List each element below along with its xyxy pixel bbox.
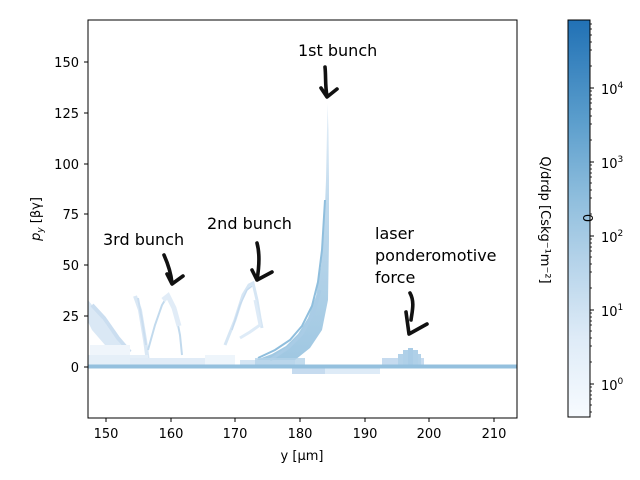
colorbar-tick-label: 100: [601, 377, 624, 394]
colorbar-tick-label: 102: [601, 229, 623, 246]
annotation-laser-line-1: laser: [375, 224, 414, 243]
arrow-2nd-bunch-icon: [250, 241, 274, 282]
colorbar: 0 104 103 102 101: [537, 19, 624, 418]
x-tick-label: 160: [159, 427, 184, 442]
x-tick-label: 200: [417, 427, 442, 442]
arrow-laser-icon: [404, 291, 429, 336]
plot-frame: [87, 19, 518, 419]
heatmap-laser-ponderomotive: [382, 348, 424, 366]
x-tick-label: 170: [223, 427, 248, 442]
x-tick-label: 180: [288, 427, 313, 442]
colorbar-tick-label: 101: [601, 303, 623, 320]
arrow-1st-bunch-icon: [319, 65, 339, 99]
y-tick-label: 125: [54, 107, 79, 122]
y-axis: 0 25 50 75 100 125 150 py [βγ]: [29, 56, 88, 376]
annotation-3rd-bunch: 3rd bunch: [103, 230, 184, 249]
annotation-laser-line-2: ponderomotive: [375, 246, 497, 265]
arrow-3rd-bunch-icon: [162, 253, 185, 286]
colorbar-tick-label: 103: [601, 155, 623, 172]
y-tick-label: 50: [62, 259, 79, 274]
x-tick-label: 150: [94, 427, 119, 442]
y-tick-label: 75: [62, 208, 79, 223]
annotation-laser-line-3: force: [375, 268, 415, 287]
y-tick-label: 0: [71, 361, 79, 376]
y-tick-label: 150: [54, 56, 79, 71]
y-axis-label: py [βγ]: [29, 197, 46, 242]
annotation-2nd-bunch: 2nd bunch: [207, 214, 292, 233]
x-axis: 150 160 170 180 190 200 210 y [μm]: [94, 418, 507, 464]
zero-momentum-line: [88, 364, 517, 369]
colorbar-tick-label: 104: [601, 81, 624, 98]
annotation-1st-bunch: 1st bunch: [298, 41, 377, 60]
colorbar-label: Q/drdp [Cskg⁻¹m⁻²]: [537, 156, 552, 283]
annotations: 1st bunch 2nd bunch 3rd bunch laser pond…: [103, 41, 497, 336]
heatmap-1st-bunch: [255, 103, 380, 374]
y-tick-label: 25: [62, 310, 79, 325]
plot-area: [88, 20, 517, 418]
x-axis-label: y [μm]: [281, 449, 324, 464]
y-tick-label: 100: [54, 158, 79, 173]
colorbar-inner-label: 0: [579, 214, 594, 222]
x-tick-label: 190: [353, 427, 378, 442]
x-tick-label: 210: [482, 427, 507, 442]
heatmap-3rd-bunch: [88, 292, 205, 365]
